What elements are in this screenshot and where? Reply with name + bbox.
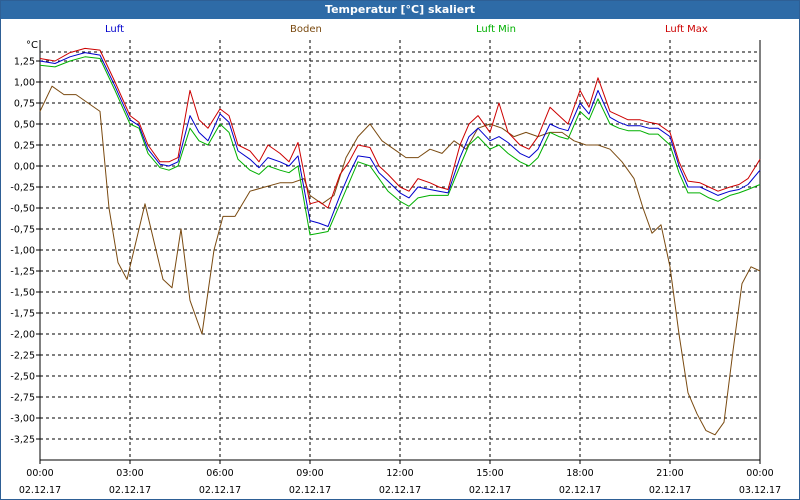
y-tick-label: -0,75 <box>10 225 35 236</box>
y-tick-label: 0,75 <box>14 99 35 110</box>
legend-luft-max: Luft Max <box>665 24 708 35</box>
y-tick-label: -0,50 <box>10 204 35 215</box>
x-tick-date-label: 02.12.17 <box>379 485 421 496</box>
y-tick-label: -3,00 <box>10 414 35 425</box>
y-axis-unit-label: °C <box>26 40 38 51</box>
x-tick-time-label: 18:00 <box>566 468 593 479</box>
legend-boden: Boden <box>290 24 322 35</box>
x-tick-date-label: 02.12.17 <box>649 485 691 496</box>
y-tick-label: -1,75 <box>10 309 35 320</box>
x-tick-time-label: 03:00 <box>116 468 143 479</box>
y-tick-label: -2,50 <box>10 372 35 383</box>
x-tick-date-label: 02.12.17 <box>19 485 61 496</box>
series-line-luft <box>39 52 761 227</box>
y-tick-label: -1,50 <box>10 288 35 299</box>
y-tick-label: 0,25 <box>14 141 35 152</box>
y-tick-label: -3,25 <box>10 435 35 446</box>
x-tick-time-label: 09:00 <box>296 468 323 479</box>
y-tick-label: -2,00 <box>10 330 35 341</box>
x-tick-time-label: 00:00 <box>746 468 773 479</box>
y-tick-label: -1,25 <box>10 267 35 278</box>
x-tick-date-label: 02.12.17 <box>199 485 241 496</box>
x-tick-time-label: 15:00 <box>476 468 503 479</box>
window-title: Temperatur [°C] skaliert <box>1 1 799 19</box>
x-tick-time-label: 12:00 <box>386 468 413 479</box>
y-tick-label: 1,00 <box>14 78 35 89</box>
y-tick-label: -1,00 <box>10 246 35 257</box>
x-tick-date-label: 02.12.17 <box>109 485 151 496</box>
x-tick-time-label: 00:00 <box>26 468 53 479</box>
x-tick-time-label: 06:00 <box>206 468 233 479</box>
x-tick-time-label: 21:00 <box>656 468 683 479</box>
y-tick-label: -2,75 <box>10 393 35 404</box>
x-tick-date-label: 02.12.17 <box>559 485 601 496</box>
series-line-boden <box>39 85 761 436</box>
series-line-luft-max <box>39 47 761 209</box>
y-tick-label: -2,25 <box>10 351 35 362</box>
x-tick-date-label: 02.12.17 <box>289 485 331 496</box>
y-tick-label: 0,50 <box>14 120 35 131</box>
x-tick-date-label: 02.12.17 <box>469 485 511 496</box>
y-tick-label: 0,00 <box>14 162 35 173</box>
y-tick-label: 1,25 <box>14 57 35 68</box>
x-tick-date-label: 03.12.17 <box>739 485 781 496</box>
y-tick-label: -0,25 <box>10 183 35 194</box>
legend-luft-min: Luft Min <box>476 24 516 35</box>
legend-luft: Luft <box>105 24 124 35</box>
series-line-luft-min <box>39 56 761 236</box>
